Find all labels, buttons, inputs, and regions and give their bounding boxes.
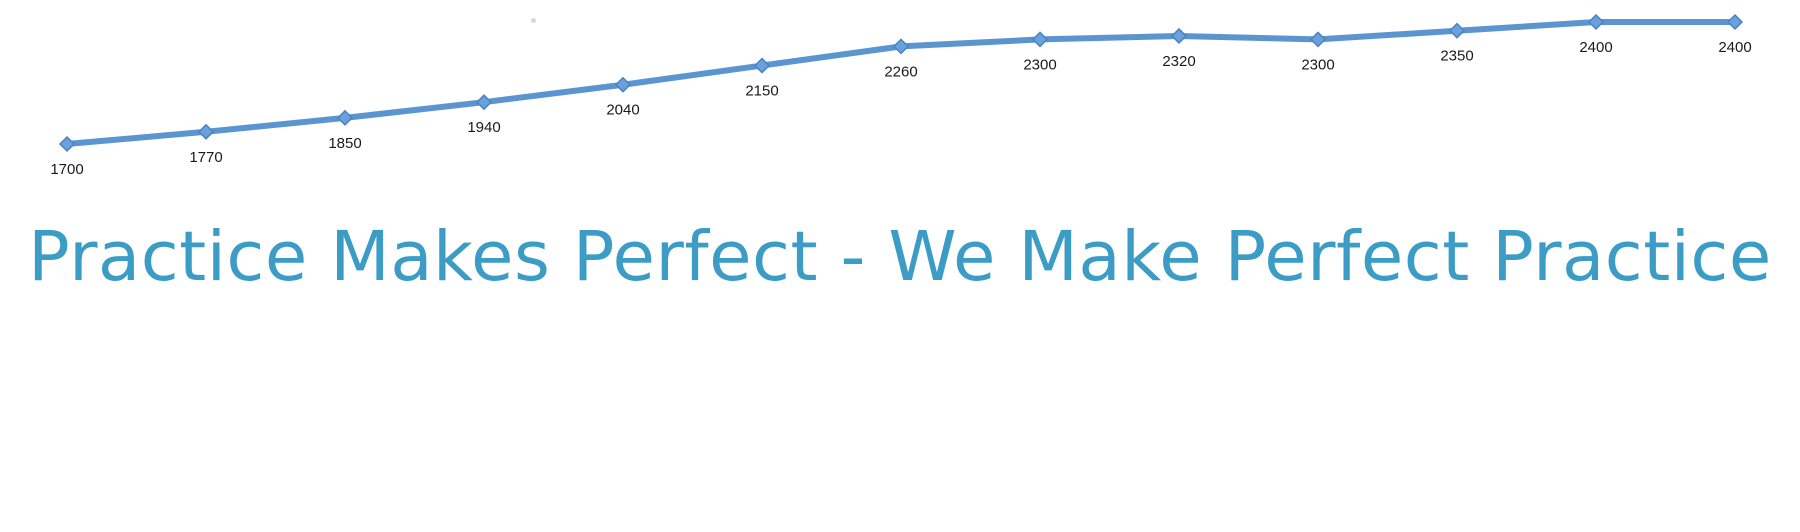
data-point: [614, 76, 632, 93]
data-point: [753, 57, 771, 74]
data-label: 2300: [1023, 56, 1056, 73]
decorative-dot: [531, 18, 536, 23]
data-point: [1170, 27, 1188, 45]
data-label: 2260: [884, 63, 917, 80]
data-point: [892, 38, 910, 55]
data-label: 2350: [1440, 48, 1473, 65]
tagline: Practice Makes Perfect - We Make Perfect…: [28, 217, 1772, 297]
data-label: 2300: [1301, 56, 1334, 73]
data-point: [1587, 13, 1605, 31]
data-label: 1700: [50, 161, 83, 178]
data-point: [336, 109, 354, 126]
data-label: 1850: [328, 135, 361, 152]
data-point: [1726, 13, 1744, 31]
data-label: 2400: [1718, 39, 1751, 56]
data-point: [1031, 31, 1049, 48]
data-point: [1448, 22, 1466, 39]
line-chart: 1700 1770 1850 1940 2040 2150 2260 2300 2320 2300…: [50, 13, 1752, 178]
data-point: [58, 135, 76, 153]
data-label: 2040: [606, 102, 639, 119]
data-label: 2150: [745, 83, 778, 100]
data-point: [197, 123, 215, 140]
data-point: [475, 94, 493, 111]
data-label: 1770: [189, 149, 222, 166]
data-label: 1940: [467, 119, 500, 136]
data-label: 2320: [1162, 53, 1195, 70]
data-point: [1309, 31, 1327, 48]
data-label: 2400: [1579, 39, 1612, 56]
